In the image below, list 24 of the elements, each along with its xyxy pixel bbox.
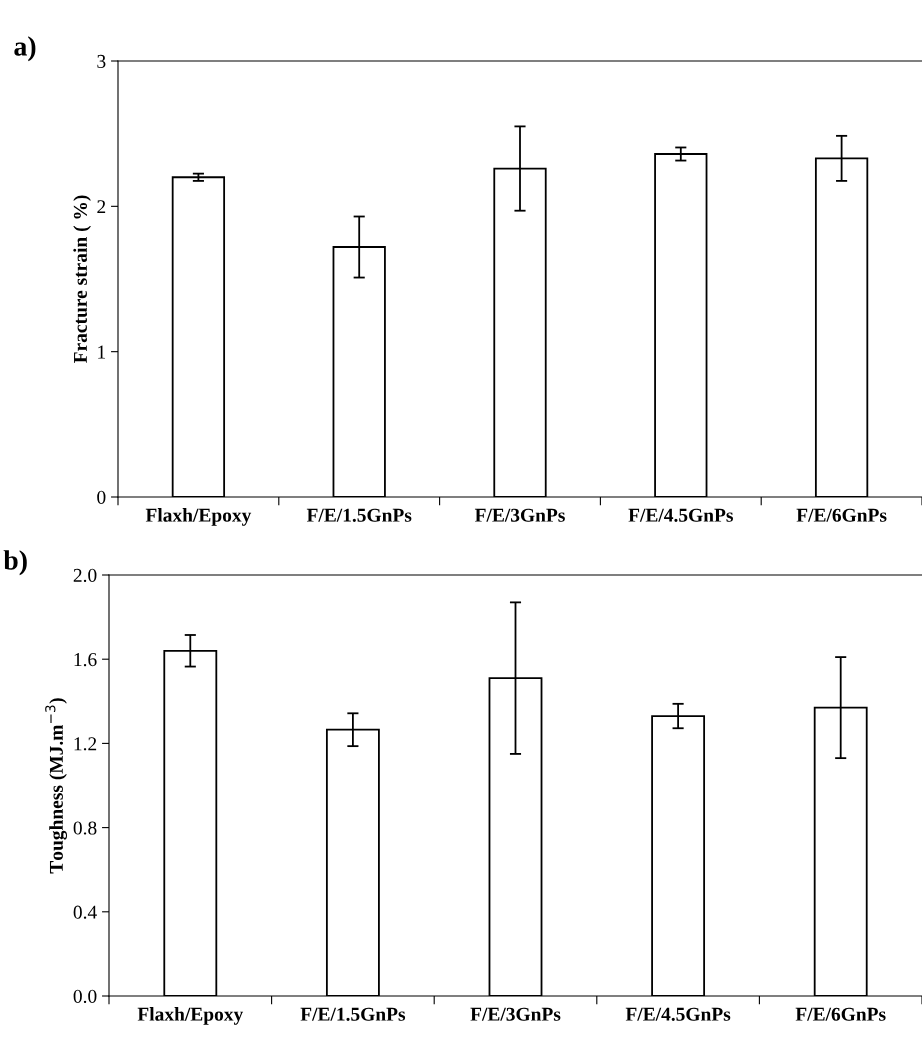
x-tick-label: F/E/3GnPs <box>470 1007 561 1021</box>
x-tick-label: F/E/6GnPs <box>796 508 887 522</box>
x-tick-label: Flaxh/Epoxy <box>137 1007 244 1025</box>
y-tick-label: 2.0 <box>73 568 97 583</box>
chart-title: a) <box>14 36 36 62</box>
y-tick-label: 0.0 <box>73 989 97 1004</box>
y-tick-label: 1.6 <box>74 653 97 667</box>
x-tick-label: F/E/4.5GnPs <box>628 508 733 522</box>
x-tick-label: Flaxh/Epoxy <box>145 508 252 526</box>
y-tick-label: 1.2 <box>74 737 97 751</box>
y-tick-label: 0.8 <box>73 821 97 835</box>
y-tick-label: 0.4 <box>73 905 97 919</box>
y-axis-title: Toughness (MJ.m$^{−3}$) <box>45 698 68 874</box>
x-tick-label: F/E/3GnPs <box>474 508 565 522</box>
x-tick-label: F/E/4.5GnPs <box>625 1007 731 1021</box>
x-tick-label: F/E/6GnPs <box>795 1007 886 1021</box>
y-axis-title: Fracture strain ( %) <box>73 195 91 363</box>
x-tick-label: F/E/1.5GnPs <box>300 1007 406 1021</box>
y-tick-label: 0 <box>97 490 106 504</box>
x-tick-label: F/E/1.5GnPs <box>306 508 412 522</box>
chart-title: b) <box>3 550 27 576</box>
y-tick-label: 3 <box>97 54 106 68</box>
y-tick-label: 1 <box>98 345 106 359</box>
y-tick-label: 2 <box>97 200 106 214</box>
